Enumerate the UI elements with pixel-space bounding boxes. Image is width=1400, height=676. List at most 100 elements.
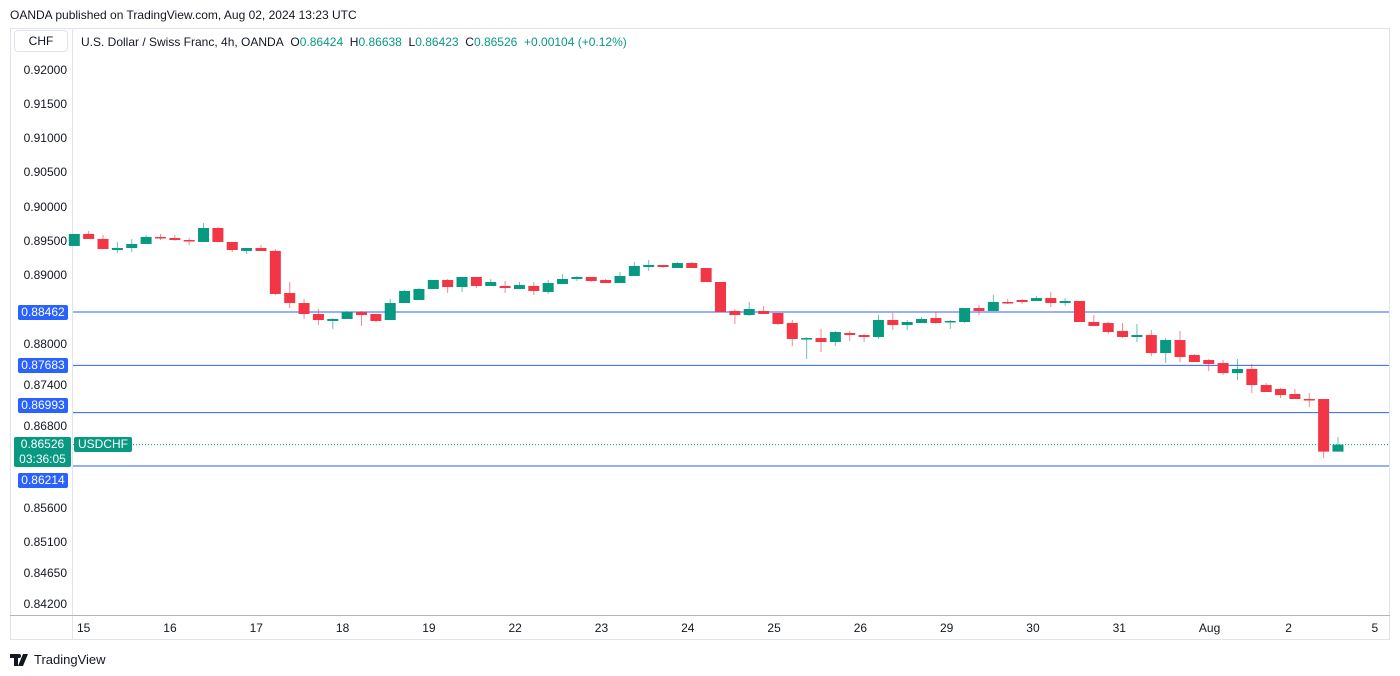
candle-body-up (126, 243, 138, 249)
candle-body-down (1188, 355, 1200, 363)
candle-body-down (212, 228, 224, 242)
candle-body-up (1160, 340, 1172, 354)
x-axis-date-label: 5 (1371, 621, 1379, 635)
candle-body-down (600, 280, 612, 284)
tradingview-logo[interactable]: TradingView (10, 652, 106, 667)
candle-body-down (442, 280, 454, 287)
candle-body-up (987, 301, 999, 311)
candle-body-up (801, 338, 813, 340)
level-price-label: 0.86993 (18, 397, 68, 413)
candle-body-down (528, 285, 540, 291)
candle-body-down (758, 310, 770, 314)
candle-body-up (1030, 298, 1042, 301)
candle-body-down (1217, 363, 1229, 374)
current-price-label: 0.86526 03:36:05 (14, 436, 71, 467)
candle-body-down (1045, 298, 1057, 304)
candle-body-down (815, 338, 827, 343)
legend-low: 0.86423 (415, 35, 459, 49)
candle-body-up (111, 248, 123, 250)
y-tick-label: 0.89000 (23, 268, 67, 283)
candle-body-down (1102, 323, 1114, 333)
level-price-label: 0.86214 (18, 473, 68, 488)
y-tick-label: 0.91000 (23, 131, 67, 146)
published-caption: OANDA published on TradingView.com, Aug … (10, 8, 357, 22)
candle-body-down (1088, 322, 1100, 326)
candle-body-down (1260, 385, 1272, 393)
x-axis-date-label: 25 (767, 621, 781, 635)
candle-body-down (973, 308, 985, 311)
level-price-label: 0.87683 (18, 357, 68, 373)
candle-body-down (930, 318, 942, 324)
legend-change: +0.00104 (+0.12%) (524, 35, 627, 49)
candle-body-down (1318, 399, 1330, 452)
candle-body-down (844, 333, 856, 336)
x-axis-date-label: 26 (853, 621, 868, 635)
y-tick-label: 0.84200 (23, 596, 67, 611)
candle-body-down (1303, 399, 1315, 401)
x-axis-date-label: 17 (249, 621, 263, 635)
currency-button[interactable]: CHF (14, 30, 68, 52)
price-axis-divider (72, 28, 73, 640)
candle-body-up (916, 318, 928, 324)
candle-body-down (858, 335, 870, 338)
candle-body-down (729, 310, 741, 316)
candle-body-up (872, 320, 884, 338)
tradingview-logo-icon (10, 653, 28, 666)
candle-body-down (269, 250, 281, 294)
y-tick-label: 0.92000 (23, 62, 67, 77)
bar-countdown: 03:36:05 (19, 451, 66, 466)
candle-body-down (284, 293, 296, 304)
x-axis-date-label: 31 (1112, 621, 1126, 635)
candle-body-up (198, 228, 210, 242)
x-axis-date-label: 2 (1285, 621, 1292, 635)
candle-body-down (183, 239, 195, 242)
candle-body-down (700, 268, 712, 282)
candle-body-up (671, 263, 683, 269)
candle-body-down (1289, 394, 1301, 400)
candle-body-down (97, 238, 109, 249)
candle-body-up (743, 308, 755, 316)
candle-body-up (413, 288, 425, 301)
candle-body-up (643, 265, 655, 267)
y-tick-label: 0.89500 (23, 233, 67, 248)
y-tick-label: 0.86800 (23, 418, 67, 433)
candle-body-up (513, 285, 525, 289)
candle-body-down (370, 313, 382, 321)
candle-body-up (384, 303, 396, 321)
candle-body-down (1074, 300, 1085, 323)
legend-low-label: L (408, 35, 416, 49)
candle-body-up (456, 276, 468, 287)
legend-open: 0.86424 (299, 35, 344, 49)
candle-body-down (1174, 340, 1186, 358)
legend-high: 0.86638 (358, 35, 402, 49)
candle-body-down (1145, 335, 1157, 354)
symbol-legend: U.S. Dollar / Swiss Franc, 4h, OANDA O0.… (81, 35, 627, 49)
x-axis-date-label: Aug (1198, 621, 1221, 635)
candle-body-up (399, 290, 411, 304)
x-axis-date-label: 16 (163, 621, 177, 635)
legend-open-label: O (290, 35, 300, 49)
candle-body-up (557, 278, 569, 284)
candle-body-up (829, 332, 841, 343)
y-tick-label: 0.90000 (23, 199, 67, 214)
symbol-tag: USDCHF (74, 437, 132, 453)
candle-body-down (585, 276, 597, 281)
candle-body-up (427, 280, 439, 289)
candle-body-down (1117, 330, 1129, 338)
candle-body-up (241, 248, 253, 251)
x-axis-date-label: 23 (594, 621, 609, 635)
candle-body-up (327, 318, 339, 321)
y-tick-label: 0.84650 (23, 566, 67, 581)
candle-body-up (901, 322, 913, 326)
candle-body-down (154, 236, 166, 239)
candle-body-up (614, 275, 626, 284)
y-tick-label: 0.91500 (23, 96, 67, 111)
candle-body-up (1332, 444, 1344, 452)
candle-body-up (1131, 335, 1143, 338)
candle-body-up (485, 281, 497, 286)
candle-body-down (887, 320, 899, 326)
candle-body-down (83, 233, 95, 239)
candle-body-down (312, 313, 324, 321)
x-axis-date-label: 15 (77, 621, 91, 635)
